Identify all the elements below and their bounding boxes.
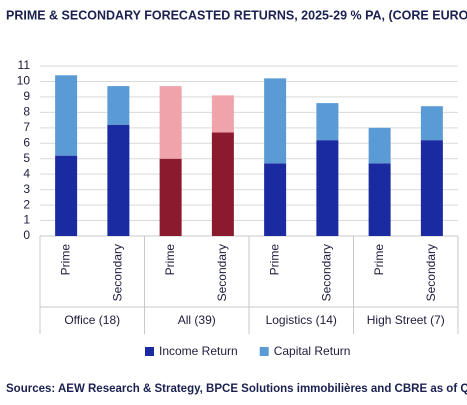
bar-segment: [368, 163, 391, 236]
bar-segment: [55, 75, 78, 156]
bar-segment: [420, 140, 443, 236]
group-label: Office (18): [64, 313, 120, 327]
legend-label: Income Return: [159, 344, 238, 358]
x-tick-label: Secondary: [111, 244, 125, 301]
bar-segment: [159, 86, 182, 159]
x-tick-label: Prime: [267, 244, 281, 276]
bar-segment: [420, 106, 443, 141]
bar-segment: [107, 86, 130, 125]
x-tick-label: Prime: [372, 244, 386, 276]
x-tick-label: Secondary: [320, 244, 334, 301]
bar-segment: [368, 127, 391, 164]
group-label: High Street (7): [367, 313, 445, 327]
chart-title: PRIME & SECONDARY FORECASTED RETURNS, 20…: [6, 8, 467, 22]
bar-segment: [316, 140, 339, 236]
y-tick-label: 3: [23, 182, 30, 196]
x-tick-label: Prime: [58, 244, 72, 276]
y-tick-label: 2: [23, 197, 30, 211]
y-tick-label: 11: [18, 58, 31, 72]
bar-segment: [211, 95, 234, 133]
y-tick-label: 9: [23, 89, 30, 103]
y-tick-label: 8: [23, 105, 30, 119]
legend-label: Capital Return: [274, 344, 351, 358]
x-tick-label: Secondary: [424, 244, 438, 301]
y-tick-label: 4: [23, 166, 30, 180]
y-tick-label: 7: [23, 120, 30, 134]
bar-segment: [107, 124, 130, 236]
bar-segment: [264, 163, 287, 236]
group-label: All (39): [178, 313, 216, 327]
x-tick-label: Secondary: [215, 244, 229, 301]
bar-segment: [316, 103, 339, 141]
y-tick-label: 0: [23, 228, 30, 242]
legend-swatch: [259, 347, 269, 356]
source: Sources: AEW Research & Strategy, BPCE S…: [6, 383, 467, 395]
bar-segment: [264, 78, 287, 164]
bar-segment: [159, 158, 182, 236]
x-tick-label: Prime: [163, 244, 177, 276]
bar-segment: [55, 155, 78, 236]
bar-segment: [211, 132, 234, 236]
y-tick-label: 10: [17, 74, 31, 88]
legend-swatch: [145, 347, 154, 356]
group-label: Logistics (14): [266, 313, 337, 327]
y-tick-label: 6: [23, 135, 30, 149]
y-tick-label: 5: [23, 151, 30, 165]
y-tick-label: 1: [23, 213, 30, 227]
